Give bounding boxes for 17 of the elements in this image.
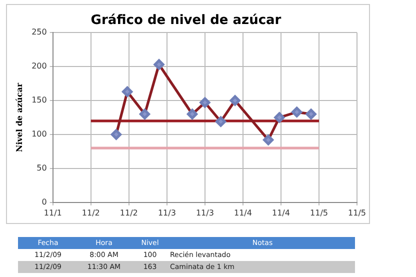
x-tick-label: 11/5 bbox=[310, 208, 328, 218]
x-tick-label: 11/3 bbox=[196, 208, 214, 218]
x-tick-label: 11/2 bbox=[82, 208, 100, 218]
chart-title: Gráfico de nivel de azúcar bbox=[90, 13, 282, 28]
x-tick-label: 11/2 bbox=[120, 208, 138, 218]
y-tick-label: 50 bbox=[36, 164, 47, 173]
y-tick-label: 200 bbox=[32, 62, 47, 71]
x-tick-label: 11/1 bbox=[44, 208, 62, 218]
x-tick-label: 11/4 bbox=[234, 208, 252, 218]
x-tick-label: 11/4 bbox=[272, 208, 290, 218]
y-tick-label: 250 bbox=[32, 28, 47, 37]
y-tick-label: 150 bbox=[32, 96, 47, 105]
x-tick-label: 11/5 bbox=[348, 208, 366, 218]
x-tick-label: 11/3 bbox=[158, 208, 176, 218]
y-axis-title: Nivel de azúcar bbox=[14, 82, 24, 152]
y-tick-label: 0 bbox=[42, 197, 47, 206]
y-tick-label: 100 bbox=[32, 130, 47, 139]
